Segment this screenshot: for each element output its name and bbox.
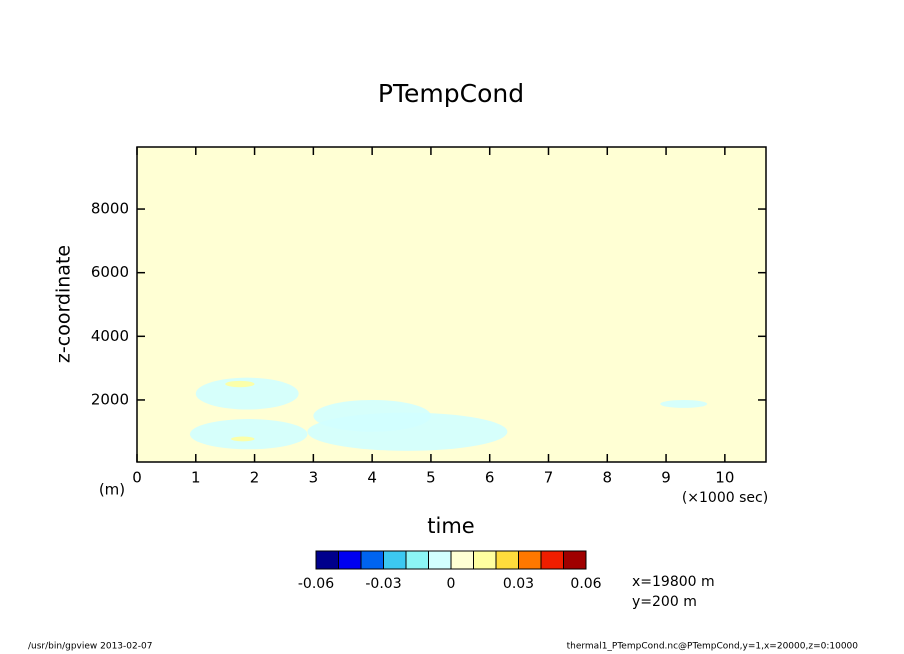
contour-region (225, 380, 255, 388)
x-tick-label: 1 (191, 469, 201, 487)
y-tick-label: 8000 (91, 200, 129, 218)
footer: /usr/bin/gpview 2013-02-07 (28, 642, 152, 652)
contour-region (231, 436, 255, 442)
x-tick-label: 10 (715, 469, 734, 487)
annotation: y=200 m (632, 594, 697, 610)
colorbar-box (473, 550, 497, 570)
chart-title: PTempCond (378, 79, 524, 108)
x-tick-label: 2 (250, 469, 260, 487)
colorbar-box (428, 550, 452, 570)
contour-region (660, 399, 708, 408)
colorbar-tick-label: 0 (447, 576, 456, 592)
colorbar-box (518, 550, 542, 570)
colorbar-box (315, 550, 339, 570)
x-tick-label: 6 (485, 469, 495, 487)
x-tick-label: 4 (367, 469, 377, 487)
colorbar-tick-label: 0.06 (570, 576, 601, 592)
x-tick-label: 0 (132, 469, 142, 487)
colorbar-box (540, 550, 564, 570)
x-tick-label: 5 (426, 469, 436, 487)
y-axis-label: z-coordinate (53, 245, 75, 363)
footer: thermal1_PTempCond.nc@PTempCond,y=1,x=20… (567, 642, 859, 652)
colorbar-box (383, 550, 407, 570)
colorbar-tick-label: -0.06 (298, 576, 334, 592)
x-tick-label: 8 (603, 469, 613, 487)
x-tick-label: 7 (544, 469, 554, 487)
colorbar-tick-label: -0.03 (365, 576, 401, 592)
contour-region (195, 377, 299, 410)
x-axis-label: time (427, 514, 474, 538)
y-axis-unit: (m) (99, 481, 125, 499)
y-tick-label: 6000 (91, 263, 129, 281)
x-tick-label: 3 (309, 469, 319, 487)
contour-region (307, 412, 508, 451)
colorbar-box (405, 550, 429, 570)
y-tick-label: 2000 (91, 390, 129, 408)
contour-region (189, 419, 308, 450)
x-axis-unit: (×1000 sec) (682, 490, 768, 506)
colorbar-box (360, 550, 384, 570)
y-tick-label: 4000 (91, 327, 129, 345)
annotation: x=19800 m (632, 574, 715, 590)
colorbar-box (450, 550, 474, 570)
colorbar-box (338, 550, 362, 570)
colorbar-box (563, 550, 587, 570)
x-tick-label: 9 (661, 469, 671, 487)
colorbar-box (495, 550, 519, 570)
plot-frame (136, 146, 767, 463)
colorbar-tick-label: 0.03 (503, 576, 534, 592)
contour-background (137, 147, 766, 462)
